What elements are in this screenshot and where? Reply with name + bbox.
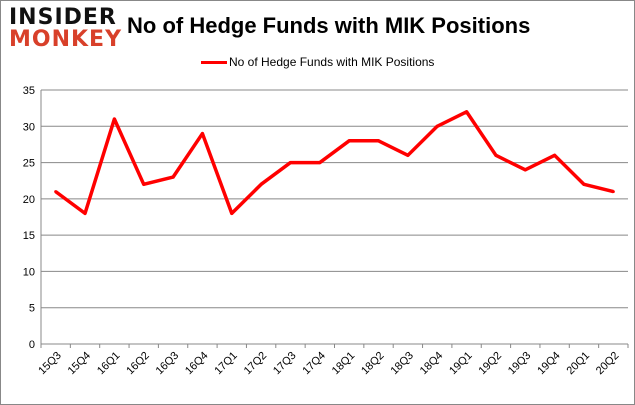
- x-tick-label: 18Q4: [418, 350, 446, 378]
- x-tick-label: 19Q1: [447, 350, 475, 378]
- y-tick-label: 10: [23, 266, 35, 278]
- x-tick-label: 18Q1: [330, 350, 358, 378]
- x-tick-label: 17Q3: [271, 350, 299, 378]
- data-point: [553, 153, 557, 157]
- data-point: [494, 153, 498, 157]
- data-point: [288, 161, 292, 165]
- y-tick-label: 0: [29, 339, 35, 351]
- legend: No of Hedge Funds with MIK Positions: [201, 55, 434, 69]
- data-point: [406, 153, 410, 157]
- x-tick-label: 19Q2: [477, 350, 505, 378]
- y-tick-label: 20: [23, 194, 35, 206]
- y-tick-label: 5: [29, 303, 35, 315]
- insider-monkey-logo: INSIDER MONKEY: [9, 7, 122, 51]
- x-tick-label: 20Q1: [565, 350, 593, 378]
- data-point: [54, 190, 58, 194]
- x-tick-label: 19Q3: [506, 350, 534, 378]
- data-point: [318, 161, 322, 165]
- legend-label: No of Hedge Funds with MIK Positions: [229, 55, 435, 69]
- data-point: [523, 168, 527, 172]
- x-tick-label: 17Q1: [212, 350, 240, 378]
- data-point: [259, 182, 263, 186]
- data-point: [582, 182, 586, 186]
- data-point: [611, 190, 615, 194]
- x-tick-label: 17Q4: [300, 350, 328, 378]
- logo-line2: MONKEY: [9, 27, 123, 52]
- data-point: [230, 211, 234, 215]
- data-point: [465, 110, 469, 114]
- x-tick-label: 16Q3: [154, 350, 182, 378]
- legend-swatch: [201, 60, 227, 64]
- series-line: [54, 110, 614, 216]
- data-point: [347, 139, 351, 143]
- y-tick-label: 30: [23, 121, 35, 133]
- x-tick-label: 16Q2: [124, 350, 152, 378]
- x-tick-label: 20Q2: [594, 350, 622, 378]
- data-point: [435, 124, 439, 128]
- x-tick-label: 17Q2: [242, 350, 270, 378]
- data-point: [112, 117, 116, 121]
- data-point: [200, 132, 204, 136]
- data-point: [171, 175, 175, 179]
- data-point: [142, 182, 146, 186]
- y-tick-label: 35: [23, 85, 35, 97]
- x-tick-label: 18Q2: [359, 350, 387, 378]
- logo-line1: INSIDER: [9, 5, 117, 30]
- x-tick-label: 19Q4: [535, 350, 563, 378]
- x-tick-label: 15Q4: [66, 350, 94, 378]
- x-tick-label: 16Q4: [183, 350, 211, 378]
- x-tick-label: 15Q3: [36, 350, 64, 378]
- data-point: [377, 139, 381, 143]
- data-point: [83, 211, 87, 215]
- x-tick-label: 16Q1: [95, 350, 123, 378]
- chart-title: No of Hedge Funds with MIK Positions: [127, 13, 531, 38]
- y-tick-label: 15: [23, 230, 35, 242]
- x-tick-label: 18Q3: [388, 350, 416, 378]
- y-tick-label: 25: [23, 158, 35, 170]
